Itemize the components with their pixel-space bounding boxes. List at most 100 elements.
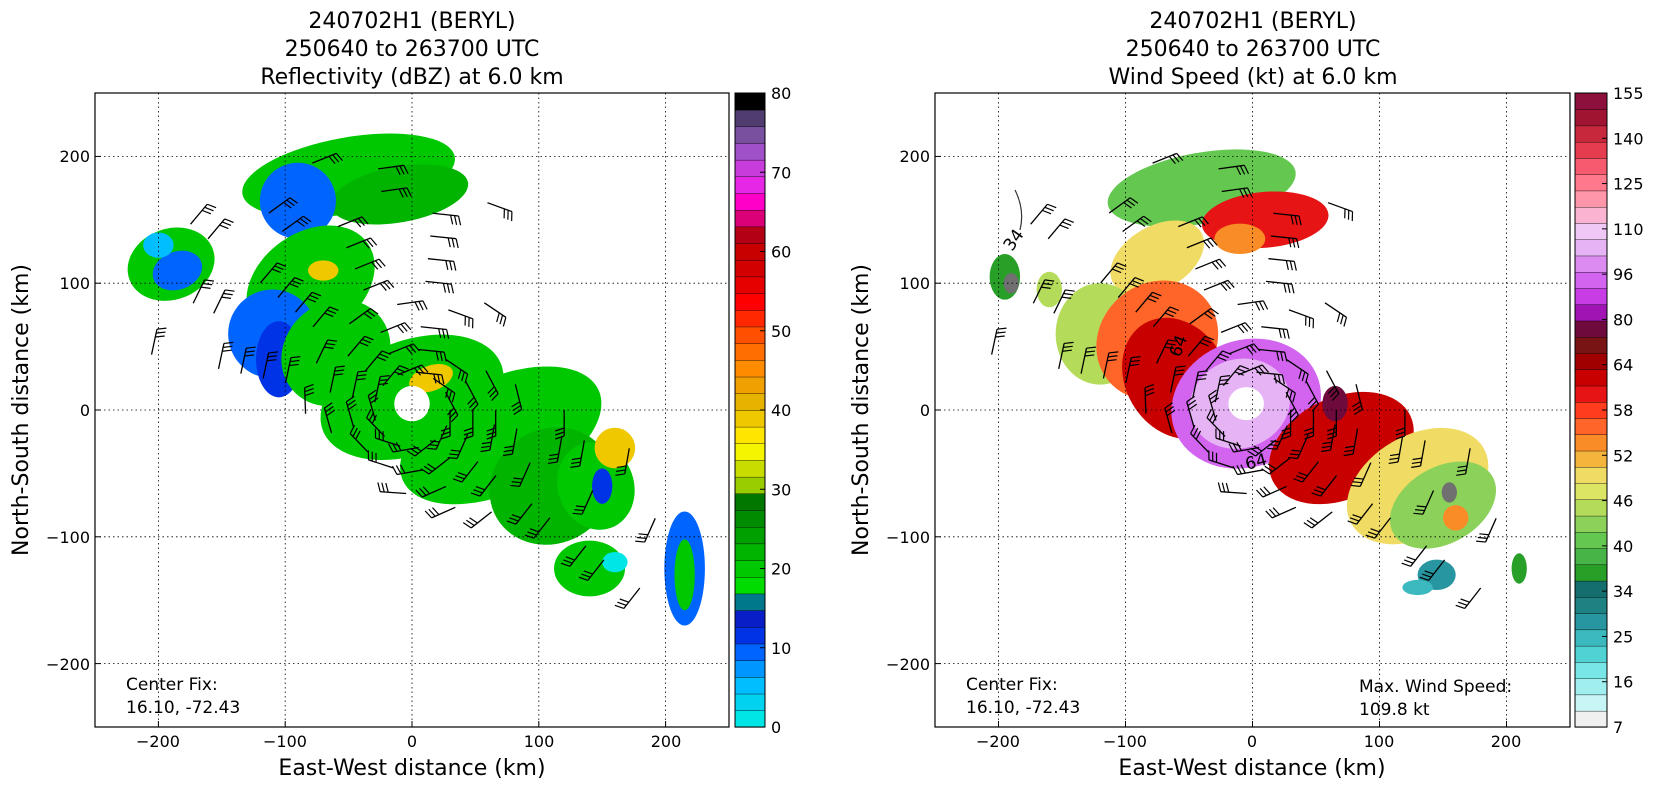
wind-barb-shaft xyxy=(587,559,605,581)
x-tick-label: 200 xyxy=(1491,732,1522,751)
wind-barb-feather xyxy=(1244,322,1252,331)
wind-barb-feather xyxy=(511,514,522,519)
field-patch xyxy=(1441,482,1457,503)
field-patch xyxy=(1511,553,1527,584)
wind-barb-feather xyxy=(1164,346,1174,349)
y-tick-label: 100 xyxy=(59,274,90,293)
wind-barb-feather xyxy=(1286,329,1290,339)
wind-barb-feather xyxy=(574,509,584,512)
wind-barb-feather xyxy=(1223,281,1231,290)
wind-barb-shaft xyxy=(435,425,448,450)
wind-barb-shaft xyxy=(315,339,329,364)
wind-barb-feather xyxy=(1235,166,1242,176)
contour-label-34: 34 xyxy=(1000,226,1029,255)
colorbar-tick-label: 46 xyxy=(1613,492,1633,511)
wind-barb-feather xyxy=(387,279,395,288)
wind-barb-shaft xyxy=(1203,279,1229,291)
wind-speed-field xyxy=(989,149,1527,596)
wind-barb-feather xyxy=(583,570,593,575)
colorbar-segment xyxy=(1574,255,1608,273)
wind-barb-feather xyxy=(1349,517,1360,522)
wind-barb-feather xyxy=(435,351,439,361)
wind-barb-feather xyxy=(1352,401,1361,408)
wind-barb-feather xyxy=(1147,297,1157,303)
wind-barb-feather xyxy=(1217,356,1227,362)
wind-barb-shaft xyxy=(382,365,401,386)
wind-barb-shaft xyxy=(1058,343,1065,370)
wind-barb-shaft xyxy=(262,352,270,379)
wind-barb-feather xyxy=(223,292,233,296)
wind-barb-feather xyxy=(1331,393,1340,401)
wind-barb-feather xyxy=(1291,449,1301,452)
wind-barb-feather xyxy=(1258,366,1266,375)
wind-barb-feather xyxy=(1268,508,1277,517)
wind-colorbar xyxy=(1574,92,1608,728)
wind-barb-feather xyxy=(1321,445,1332,449)
wind-barb-feather xyxy=(311,291,322,297)
wind-barb-feather xyxy=(470,492,481,497)
wind-barb-feather xyxy=(445,260,449,270)
wind-barb-shaft xyxy=(1305,381,1320,405)
wind-barb-feather xyxy=(381,482,385,493)
colorbar-segment xyxy=(1574,645,1608,663)
wind-barb-feather xyxy=(404,322,412,331)
wind-barb-feather xyxy=(512,405,521,412)
wind-barb-feather xyxy=(245,350,255,353)
wind-barb-feather xyxy=(549,453,559,457)
wind-barb-feather xyxy=(379,378,389,382)
wind-barb-feather xyxy=(457,471,468,477)
wind-barb-feather xyxy=(1247,450,1256,457)
wind-barb-shaft xyxy=(1135,291,1153,313)
wind-barb-shaft xyxy=(1268,258,1295,263)
wind-barb-shaft xyxy=(1221,187,1248,193)
wind-barb-feather xyxy=(451,392,456,403)
wind-barb-shaft xyxy=(1053,289,1066,314)
wind-barb-feather xyxy=(446,329,450,339)
y-tick-label: 200 xyxy=(899,147,930,166)
wind-barb-feather xyxy=(1198,217,1206,226)
wind-barb-feather xyxy=(156,331,166,334)
wind-barb-shaft xyxy=(465,381,479,405)
wind-barb-feather xyxy=(1042,209,1052,215)
wind-barb-feather xyxy=(1206,409,1212,418)
wind-barb-feather xyxy=(1227,279,1235,288)
colorbar-segment xyxy=(734,343,766,361)
wind-barb-feather xyxy=(1221,482,1226,493)
wind-barb-feather xyxy=(565,556,575,561)
wind-barb-feather xyxy=(1211,261,1219,270)
wind-barb-feather xyxy=(1293,261,1297,271)
wind-barb-shaft xyxy=(381,187,408,193)
wind-barb-feather xyxy=(572,512,583,515)
center-fix-value: 16.10, -72.43 xyxy=(966,698,1080,718)
wind-barb-shaft xyxy=(1144,387,1147,414)
colorbar-segment xyxy=(734,293,766,311)
colorbar-tick-label: 16 xyxy=(1613,673,1633,692)
wind-barb-shaft xyxy=(1125,357,1132,384)
wind-barb-shaft xyxy=(1271,506,1297,519)
wind-barb-feather xyxy=(304,387,314,393)
colorbar-segment xyxy=(1574,466,1608,484)
reflectivity-plot-frame xyxy=(94,92,730,728)
wind-barb-shaft xyxy=(259,262,278,284)
wind-barb-feather xyxy=(356,374,367,377)
wind-barb-feather xyxy=(1282,328,1286,339)
x-tick-label: −200 xyxy=(976,732,1020,751)
wind-barb-feather xyxy=(554,427,565,432)
y-tick-label: −100 xyxy=(46,528,90,547)
wind-barb-feather xyxy=(1203,240,1211,249)
wind-barb-shaft xyxy=(1214,376,1222,403)
wind-barb-shaft xyxy=(192,279,206,304)
colorbar-segment xyxy=(1574,499,1608,517)
wind-barb-shaft xyxy=(1258,348,1285,353)
wind-barb-shaft xyxy=(1192,371,1199,398)
wind-barb-feather xyxy=(1288,237,1292,248)
wind-barb-feather xyxy=(299,218,309,225)
wind-barb-shaft xyxy=(623,587,641,609)
colorbar-segment xyxy=(734,459,766,478)
wind-barb-feather xyxy=(1288,390,1293,401)
wind-barb-feather xyxy=(1289,453,1300,456)
wind-barb-feather xyxy=(1136,220,1146,227)
wind-barb-feather xyxy=(357,217,365,226)
wind-barb-feather xyxy=(225,289,235,292)
wind-barb-feather xyxy=(402,188,408,198)
